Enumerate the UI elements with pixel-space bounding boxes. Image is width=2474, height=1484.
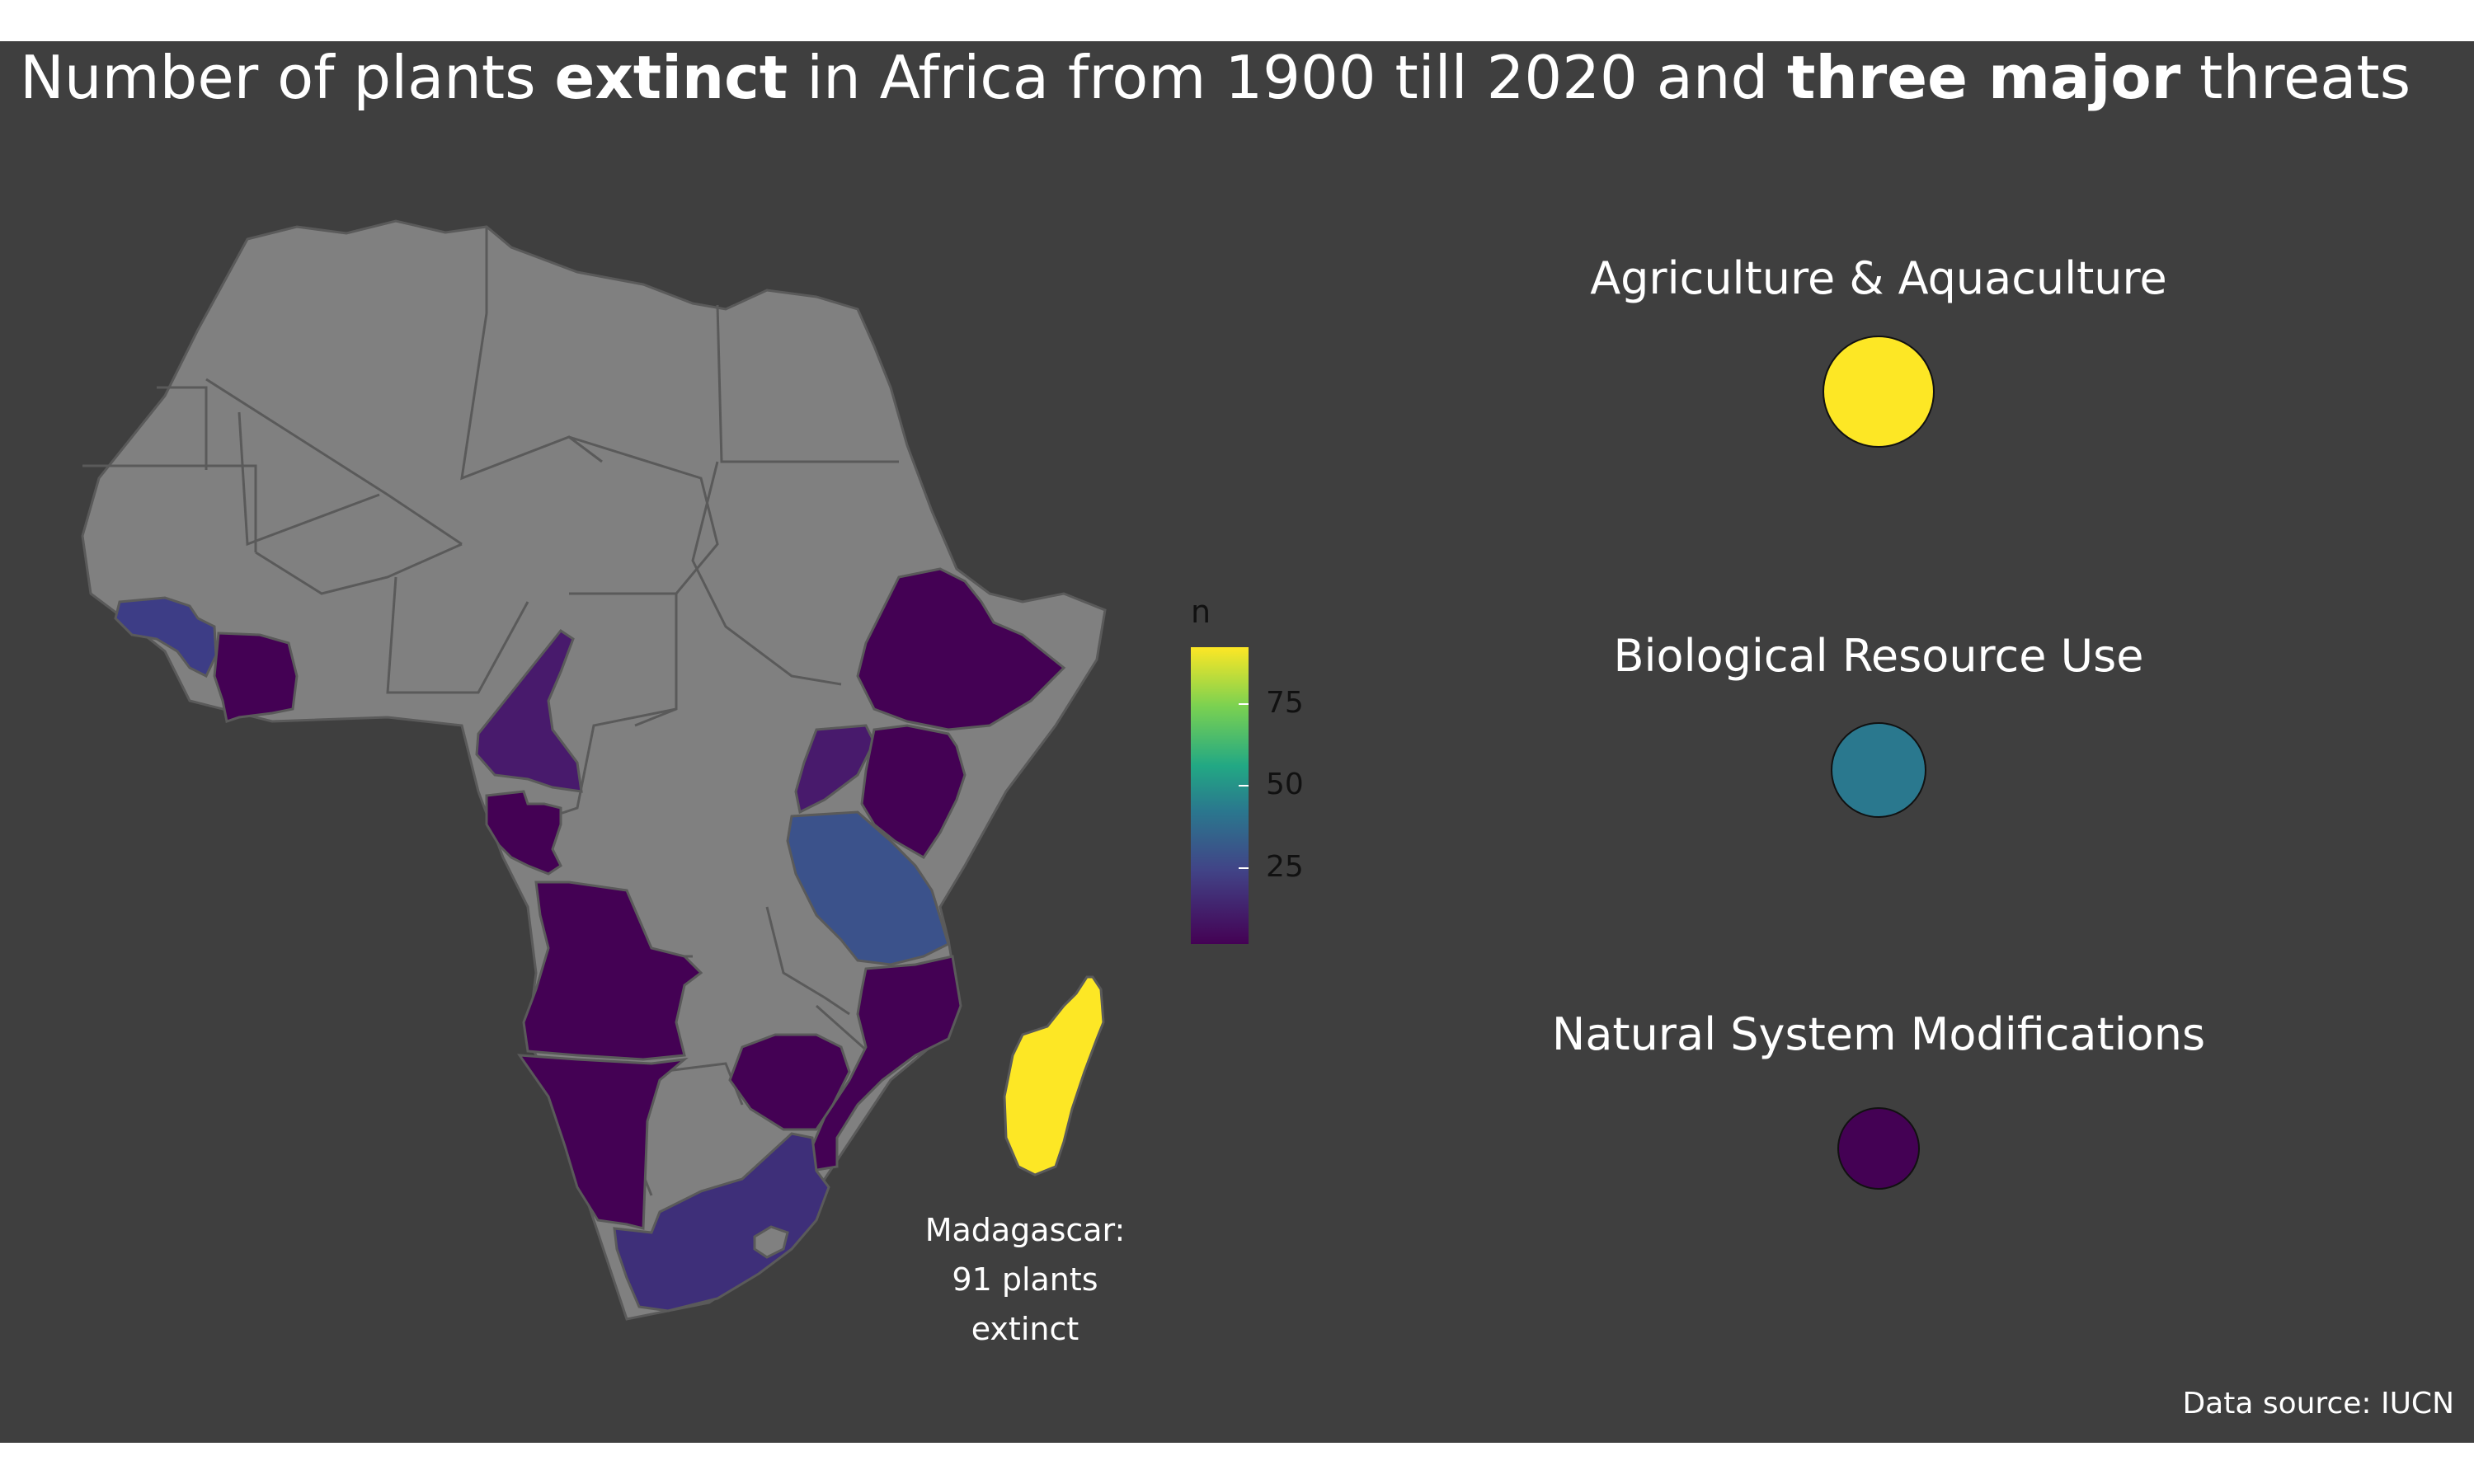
legend-tick-mark-50 — [1239, 785, 1249, 787]
threat-dot-biological — [1831, 722, 1926, 818]
annotation-line-2: 91 plants — [952, 1261, 1098, 1298]
title-part-3: in Africa from 1900 till 2020 and — [788, 43, 1788, 112]
country-mozambique — [811, 955, 962, 1172]
legend-title: n — [1191, 594, 1211, 630]
legend-tick-75: 75 — [1266, 686, 1304, 720]
country-angola — [522, 881, 703, 1061]
annotation-line-3: extinct — [971, 1311, 1079, 1347]
title-part-5: threats — [2180, 43, 2411, 112]
country-zimbabwe — [728, 1033, 851, 1131]
country-tanzania — [786, 810, 950, 966]
threat-label-agriculture: Agriculture & Aquaculture — [1590, 252, 2167, 304]
title-part-2: extinct — [554, 43, 788, 112]
country-gabon-congo — [485, 790, 562, 876]
legend-tick-50: 50 — [1266, 768, 1304, 801]
country-ethiopia — [856, 567, 1066, 731]
title-part-1: Number of plants — [20, 43, 555, 112]
title-part-4: three major — [1787, 43, 2181, 112]
country-namibia — [516, 1054, 689, 1230]
country-lesotho — [753, 1225, 789, 1259]
threat-label-biological: Biological Resource Use — [1613, 630, 2144, 682]
country-madagascar — [1003, 975, 1105, 1176]
country-cameroon — [475, 628, 583, 793]
threat-dot-natural-system — [1837, 1107, 1920, 1190]
legend-tick-25: 25 — [1266, 850, 1304, 884]
country-south-africa — [613, 1132, 830, 1313]
legend-colorbar — [1191, 647, 1249, 944]
country-ivory-coast — [213, 632, 299, 723]
legend-tick-mark-25 — [1239, 867, 1249, 869]
annotation-line-1: Madagascar: — [924, 1212, 1126, 1248]
country-kenya — [860, 724, 967, 859]
country-guinea — [114, 596, 218, 679]
threat-dot-agriculture — [1823, 336, 1935, 448]
country-south-sudan — [794, 724, 876, 815]
legend-tick-mark-75 — [1239, 703, 1249, 705]
map-title: Number of plants extinct in Africa from … — [20, 48, 2411, 107]
country-borders — [82, 227, 899, 1196]
data-source: Data source: IUCN — [2182, 1387, 2454, 1421]
threat-label-natural-system: Natural System Modifications — [1551, 1008, 2206, 1060]
